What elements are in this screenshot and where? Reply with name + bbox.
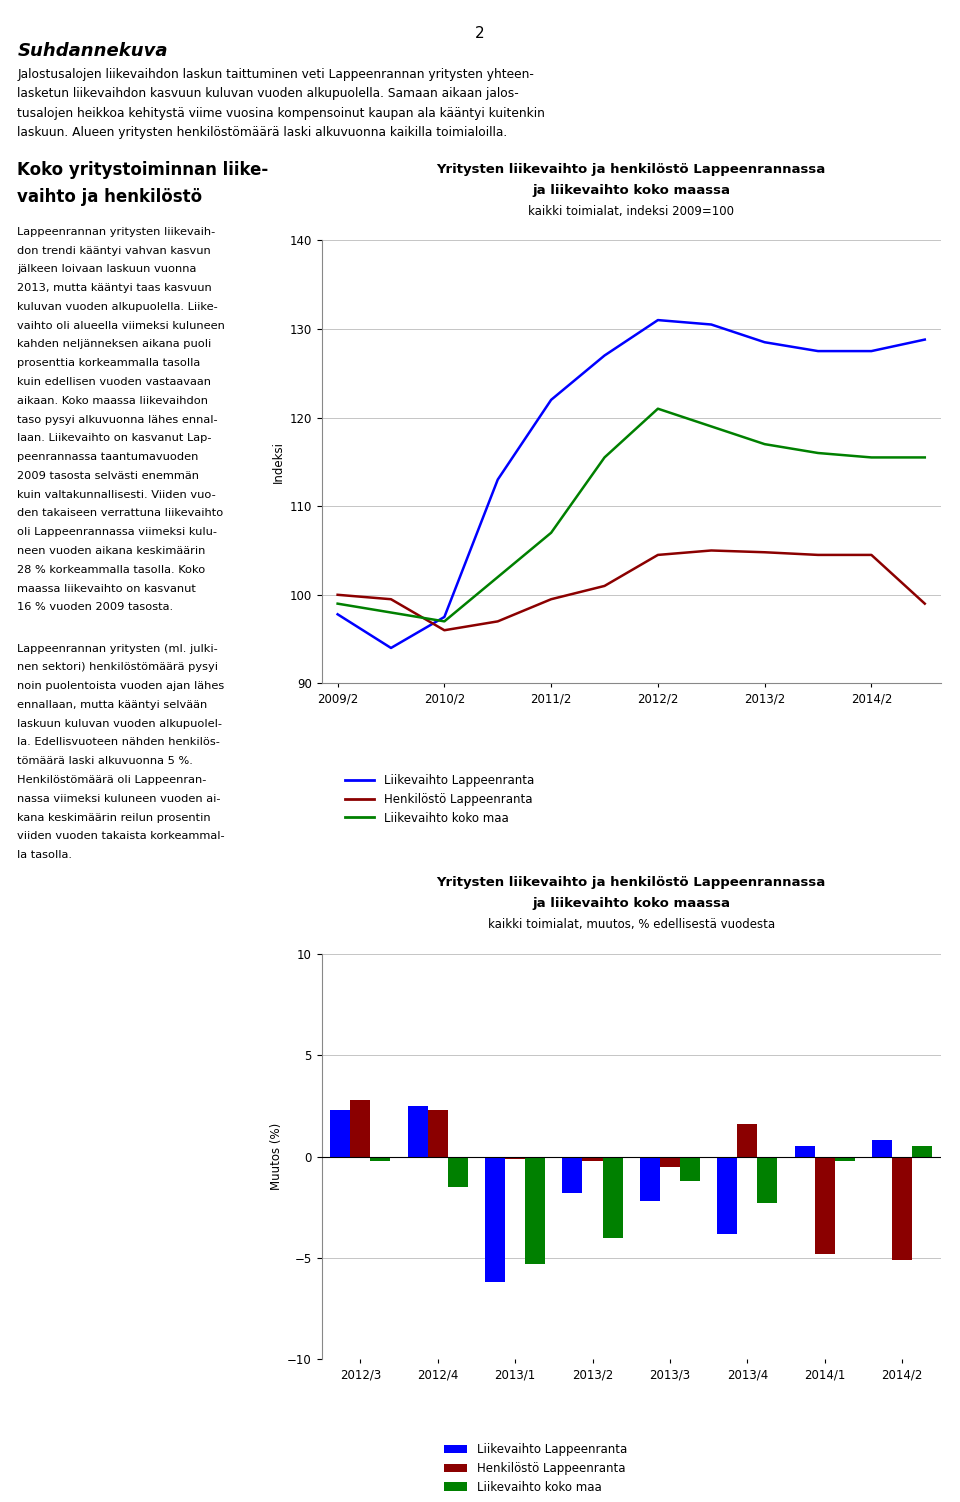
Text: jälkeen loivaan laskuun vuonna: jälkeen loivaan laskuun vuonna (17, 264, 197, 275)
Text: 16 % vuoden 2009 tasosta.: 16 % vuoden 2009 tasosta. (17, 602, 174, 613)
Text: oli Lappeenrannassa viimeksi kulu-: oli Lappeenrannassa viimeksi kulu- (17, 527, 217, 538)
Bar (407, 1105, 427, 1157)
Text: noin puolentoista vuoden ajan lähes: noin puolentoista vuoden ajan lähes (17, 682, 225, 691)
Text: kuluvan vuoden alkupuolella. Liike-: kuluvan vuoden alkupuolella. Liike- (17, 302, 218, 312)
Bar (447, 1157, 468, 1187)
Text: ja liikevaihto koko maassa: ja liikevaihto koko maassa (532, 183, 731, 197)
Text: laskuun. Alueen yritysten henkilöstömäärä laski alkuvuonna kaikilla toimialoilla: laskuun. Alueen yritysten henkilöstömäär… (17, 126, 508, 140)
Text: kana keskimäärin reilun prosentin: kana keskimäärin reilun prosentin (17, 813, 211, 823)
Text: kahden neljänneksen aikana puoli: kahden neljänneksen aikana puoli (17, 339, 211, 350)
Text: tusalojen heikkoa kehitystä viime vuosina kompensoinut kaupan ala kääntyi kuiten: tusalojen heikkoa kehitystä viime vuosin… (17, 107, 545, 120)
Bar (427, 1110, 447, 1157)
Bar (717, 1157, 737, 1233)
Text: 28 % korkeammalla tasolla. Koko: 28 % korkeammalla tasolla. Koko (17, 565, 205, 575)
Bar (892, 1157, 912, 1260)
Bar (815, 1157, 835, 1254)
Bar (757, 1157, 778, 1203)
Text: lasketun liikevaihdon kasvuun kuluvan vuoden alkupuolella. Samaan aikaan jalos-: lasketun liikevaihdon kasvuun kuluvan vu… (17, 87, 519, 101)
Text: Suhdannekuva: Suhdannekuva (17, 42, 168, 60)
Bar (737, 1123, 757, 1157)
Text: Lappeenrannan yritysten (ml. julki-: Lappeenrannan yritysten (ml. julki- (17, 643, 218, 653)
Text: Yritysten liikevaihto ja henkilöstö Lappeenrannassa: Yritysten liikevaihto ja henkilöstö Lapp… (437, 876, 826, 889)
Text: la tasolla.: la tasolla. (17, 850, 72, 861)
Text: Lappeenrannan yritysten liikevaih-: Lappeenrannan yritysten liikevaih- (17, 227, 216, 237)
Text: kaikki toimialat, muutos, % edellisestä vuodesta: kaikki toimialat, muutos, % edellisestä … (488, 918, 775, 931)
Text: laan. Liikevaihto on kasvanut Lap-: laan. Liikevaihto on kasvanut Lap- (17, 433, 212, 443)
Text: 2013, mutta kääntyi taas kasvuun: 2013, mutta kääntyi taas kasvuun (17, 282, 212, 293)
Bar (525, 1157, 545, 1265)
Bar (371, 1157, 391, 1161)
Text: vaihto oli alueella viimeksi kuluneen: vaihto oli alueella viimeksi kuluneen (17, 321, 226, 330)
Text: neen vuoden aikana keskimäärin: neen vuoden aikana keskimäärin (17, 547, 205, 556)
Bar (583, 1157, 603, 1161)
Bar (795, 1146, 815, 1157)
Bar (872, 1140, 892, 1157)
Bar (330, 1110, 350, 1157)
Text: la. Edellisvuoteen nähden henkilös-: la. Edellisvuoteen nähden henkilös- (17, 737, 220, 748)
Text: Jalostusalojen liikevaihdon laskun taittuminen veti Lappeenrannan yritysten yhte: Jalostusalojen liikevaihdon laskun taitt… (17, 68, 534, 81)
Text: kaikki toimialat, indeksi 2009=100: kaikki toimialat, indeksi 2009=100 (528, 204, 734, 218)
Bar (912, 1146, 932, 1157)
Text: 2: 2 (475, 26, 485, 41)
Text: laskuun kuluvan vuoden alkupuolel-: laskuun kuluvan vuoden alkupuolel- (17, 719, 223, 728)
Text: peenrannassa taantumavuoden: peenrannassa taantumavuoden (17, 452, 199, 463)
Text: don trendi kääntyi vahvan kasvun: don trendi kääntyi vahvan kasvun (17, 245, 211, 255)
Text: den takaiseen verrattuna liikevaihto: den takaiseen verrattuna liikevaihto (17, 508, 224, 518)
Bar (485, 1157, 505, 1283)
Text: viiden vuoden takaista korkeammal-: viiden vuoden takaista korkeammal- (17, 831, 225, 841)
Text: 2009 tasosta selvästi enemmän: 2009 tasosta selvästi enemmän (17, 470, 200, 481)
Bar (350, 1099, 371, 1157)
Text: tömäärä laski alkuvuonna 5 %.: tömäärä laski alkuvuonna 5 %. (17, 756, 193, 766)
Text: Koko yritystoiminnan liike-: Koko yritystoiminnan liike- (17, 161, 269, 179)
Text: nen sektori) henkilöstömäärä pysyi: nen sektori) henkilöstömäärä pysyi (17, 662, 218, 673)
Legend: Liikevaihto Lappeenranta, Henkilöstö Lappeenranta, Liikevaihto koko maa: Liikevaihto Lappeenranta, Henkilöstö Lap… (439, 1439, 632, 1499)
Y-axis label: Indeksi: Indeksi (273, 442, 285, 482)
Y-axis label: Muutos (%): Muutos (%) (270, 1123, 283, 1190)
Text: prosenttia korkeammalla tasolla: prosenttia korkeammalla tasolla (17, 359, 201, 368)
Text: vaihto ja henkilöstö: vaihto ja henkilöstö (17, 188, 203, 206)
Text: Yritysten liikevaihto ja henkilöstö Lappeenrannassa: Yritysten liikevaihto ja henkilöstö Lapp… (437, 162, 826, 176)
Text: kuin edellisen vuoden vastaavaan: kuin edellisen vuoden vastaavaan (17, 377, 211, 388)
Text: ja liikevaihto koko maassa: ja liikevaihto koko maassa (532, 897, 731, 910)
Bar (639, 1157, 660, 1202)
Text: maassa liikevaihto on kasvanut: maassa liikevaihto on kasvanut (17, 584, 196, 593)
Legend: Liikevaihto Lappeenranta, Henkilöstö Lappeenranta, Liikevaihto koko maa: Liikevaihto Lappeenranta, Henkilöstö Lap… (340, 769, 539, 829)
Bar (660, 1157, 680, 1167)
Text: nassa viimeksi kuluneen vuoden ai-: nassa viimeksi kuluneen vuoden ai- (17, 793, 221, 804)
Bar (835, 1157, 855, 1161)
Text: Henkilöstömäärä oli Lappeenran-: Henkilöstömäärä oli Lappeenran- (17, 775, 206, 786)
Text: kuin valtakunnallisesti. Viiden vuo-: kuin valtakunnallisesti. Viiden vuo- (17, 490, 216, 500)
Text: aikaan. Koko maassa liikevaihdon: aikaan. Koko maassa liikevaihdon (17, 395, 208, 406)
Bar (505, 1157, 525, 1158)
Text: taso pysyi alkuvuonna lähes ennal-: taso pysyi alkuvuonna lähes ennal- (17, 415, 218, 425)
Bar (680, 1157, 700, 1181)
Bar (603, 1157, 623, 1238)
Bar (563, 1157, 583, 1193)
Text: ennallaan, mutta kääntyi selvään: ennallaan, mutta kääntyi selvään (17, 700, 207, 710)
